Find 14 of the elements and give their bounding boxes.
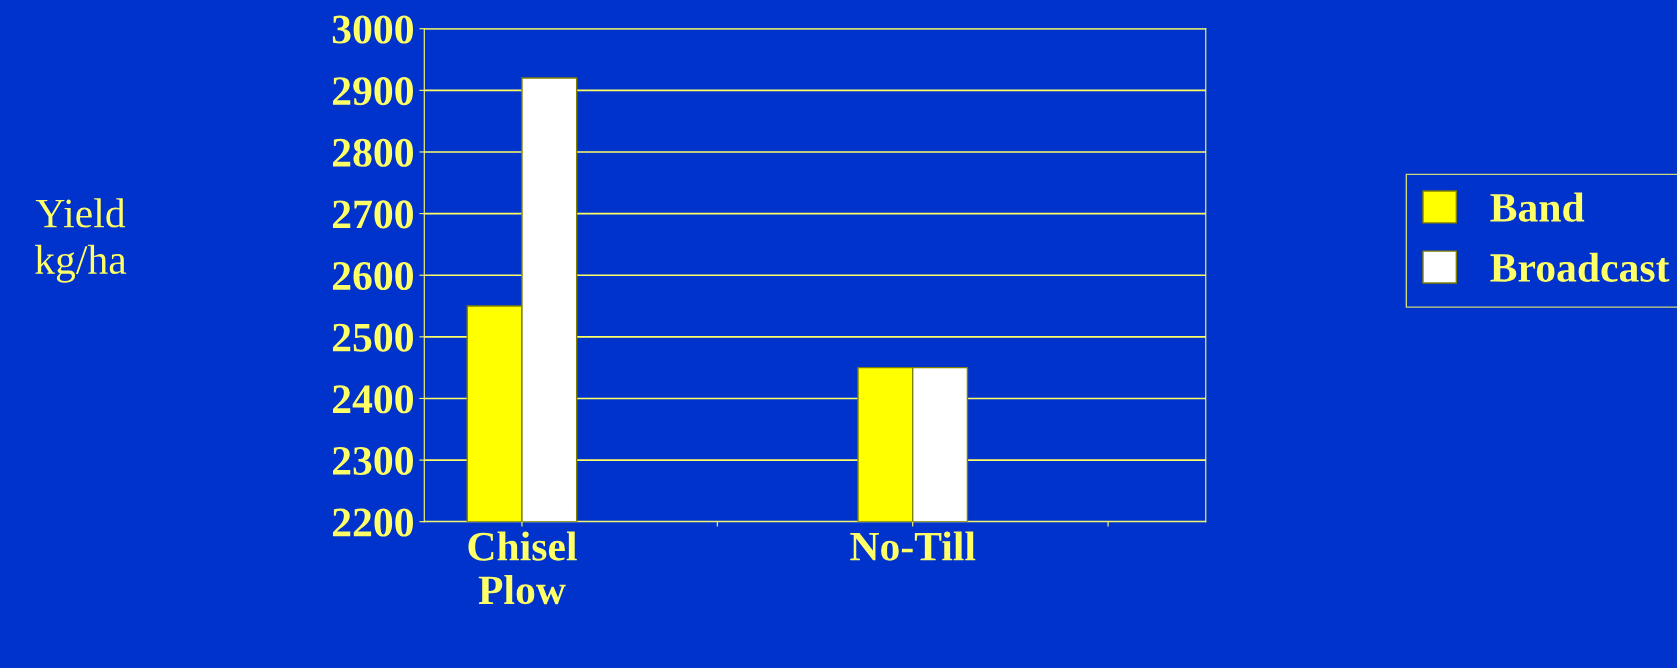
y-tick-label: 2600 xyxy=(332,261,413,291)
y-tick-label: 2400 xyxy=(332,385,413,414)
x-tick-label: No-Till xyxy=(850,531,976,561)
y-tick-label: 2500 xyxy=(332,323,413,352)
y-tick-label: 2700 xyxy=(332,200,413,229)
legend-label: Broadcast xyxy=(1490,252,1670,282)
y-tick-label: 2800 xyxy=(332,138,413,167)
x-tick-label: Chisel Plow xyxy=(468,531,577,605)
y-tick-label: 2900 xyxy=(332,77,413,106)
legend-label: Band xyxy=(1490,192,1585,222)
y-tick-label: 2200 xyxy=(332,508,413,537)
y-tick-label: 3000 xyxy=(332,15,413,44)
y-axis-title: Yield kg/ha xyxy=(35,198,127,283)
y-tick-label: 2300 xyxy=(332,446,413,475)
